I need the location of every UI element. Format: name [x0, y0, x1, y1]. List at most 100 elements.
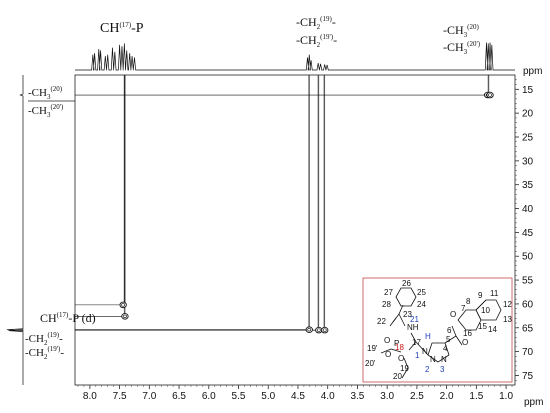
x-tick-label-1: 7.5 — [113, 391, 127, 402]
structure-atom-label-40: 16 — [463, 329, 472, 338]
structure-atom-label-18: N — [422, 347, 428, 356]
cross-peak-core-6 — [322, 328, 327, 332]
structure-atom-label-11: 18 — [395, 343, 404, 352]
structure-atom-label-15: O — [384, 336, 390, 345]
y-tick-label-0: 15 — [522, 85, 534, 96]
structure-atom-label-14: P — [394, 339, 399, 348]
structure-frame — [362, 277, 513, 383]
cross-peak-core-1 — [488, 93, 492, 97]
structure-atom-label-29: 6 — [447, 326, 452, 335]
structure-atom-label-36: 12 — [503, 300, 512, 309]
structure-atom-label-10: 17 — [412, 338, 421, 347]
x-tick-label-9: 3.5 — [350, 391, 364, 402]
structure-atom-label-12: 5 — [446, 335, 451, 344]
assignment-lines — [75, 75, 490, 331]
structure-atom-label-35: 11 — [490, 289, 499, 298]
cross-peak-core-5 — [316, 328, 321, 332]
y-tick-label-5: 40 — [522, 204, 534, 215]
top-label-ch3-20p: -CH3(20') — [443, 40, 481, 56]
structure-atom-label-13: 4 — [443, 344, 448, 353]
left-label-ch17p-d: CH(17)-P (d) — [40, 311, 96, 325]
cross-peak-5 — [315, 326, 323, 334]
cross-peak-core-4 — [307, 327, 312, 332]
structure-atom-label-4: 24 — [417, 300, 426, 309]
x-tick-label-10: 3.0 — [380, 391, 394, 402]
structure-bonds — [380, 287, 502, 379]
x-tick-label-12: 2.0 — [440, 391, 454, 402]
structure-atom-label-17: O — [398, 354, 404, 363]
top-label-ch17p: CH(17)-P — [100, 21, 144, 36]
structure-atom-label-8: NH — [407, 323, 419, 332]
y-axis: 15 20 25 30 35 40 45 50 55 60 65 70 75 — [515, 79, 534, 382]
left-projection-spectrum — [6, 75, 24, 385]
structure-atom-label-33: 9 — [478, 291, 483, 300]
left-label-ch3-20p: -CH3(20') — [28, 103, 64, 119]
cross-peak-3 — [121, 313, 129, 320]
top-projection-trace — [75, 42, 515, 71]
structure-atom-label-0: 26 — [402, 279, 411, 288]
left-label-ch2-19p: -CH2(19')- — [25, 345, 64, 361]
x-axis-unit: ppm — [524, 397, 543, 408]
cross-peak-core-2 — [121, 303, 126, 307]
structure-atom-label-25: 19 — [400, 364, 409, 373]
y-tick-label-2: 25 — [522, 133, 534, 144]
structure-atom-label-16: O — [385, 350, 391, 359]
structure-atom-label-28: O — [462, 338, 468, 347]
structure-atom-label-7: 21 — [410, 315, 419, 324]
structure-atom-label-27: 20 — [393, 372, 402, 381]
x-tick-label-3: 6.5 — [172, 391, 186, 402]
left-projection-trace — [6, 75, 24, 385]
y-tick-label-1: 20 — [522, 109, 534, 120]
structure-atom-label-21: 1 — [415, 351, 420, 360]
structure-atom-label-24: 19' — [367, 344, 378, 353]
cross-peak-1 — [486, 91, 494, 99]
x-tick-label-5: 5.5 — [232, 391, 246, 402]
y-tick-label-9: 60 — [522, 299, 534, 310]
structure-atom-label-3: 28 — [382, 300, 391, 309]
y-tick-label-6: 45 — [522, 228, 534, 239]
structure-atom-label-19: N — [430, 355, 436, 364]
x-tick-label-8: 4.0 — [321, 391, 335, 402]
cross-peak-core-3 — [123, 314, 127, 319]
x-tick-label-0: 8.0 — [83, 391, 97, 402]
cross-peak-4 — [305, 326, 313, 333]
x-tick-label-6: 5.0 — [261, 391, 275, 402]
y-axis-unit: ppm — [523, 66, 542, 77]
structure-atom-label-30: O — [450, 310, 456, 319]
structure-atom-label-26: 20' — [365, 359, 376, 368]
cross-peak-6 — [321, 326, 329, 334]
structure-atom-label-1: 27 — [384, 288, 393, 297]
x-tick-label-7: 4.5 — [291, 391, 305, 402]
structure-atom-label-34: 10 — [481, 306, 490, 315]
top-label-ch2-19p: -CH2(19')- — [296, 33, 337, 49]
structure-atom-label-22: 2 — [425, 365, 430, 374]
y-tick-label-3: 30 — [522, 156, 534, 167]
x-tick-label-2: 7.0 — [142, 391, 156, 402]
cross-peaks — [119, 91, 494, 334]
x-tick-label-11: 2.5 — [410, 391, 424, 402]
y-tick-label-10: 65 — [522, 323, 534, 334]
top-label-ch3-20: -CH3(20) — [443, 23, 480, 39]
x-axis: 8.0 7.5 7.0 6.5 6.0 5.5 5.0 4.5 4.0 3.5 3.0 2.5 2.0 1… — [77, 385, 513, 402]
top-projection-spectrum — [75, 42, 515, 71]
y-tick-label-4: 35 — [522, 180, 534, 191]
y-tick-label-12: 75 — [522, 371, 534, 382]
y-tick-label-11: 70 — [522, 347, 534, 358]
structure-atom-label-6: 22 — [377, 317, 386, 326]
structure-atom-label-39: 15 — [478, 322, 487, 331]
y-tick-label-8: 55 — [522, 276, 534, 287]
cross-peak-2 — [119, 301, 127, 309]
x-tick-label-4: 6.0 — [202, 391, 216, 402]
structure-atom-label-31: 7 — [461, 304, 466, 313]
structure-atom-label-32: 8 — [466, 297, 471, 306]
structure-atom-label-38: 14 — [488, 325, 497, 334]
structure-atom-label-9: H — [425, 332, 431, 341]
plot-frame — [74, 74, 516, 386]
y-tick-label-7: 50 — [522, 252, 534, 263]
structure-atom-label-20: N — [441, 355, 447, 364]
x-tick-label-14: 1.0 — [499, 391, 513, 402]
left-label-ch3-20: -CH3(20) — [28, 85, 63, 101]
